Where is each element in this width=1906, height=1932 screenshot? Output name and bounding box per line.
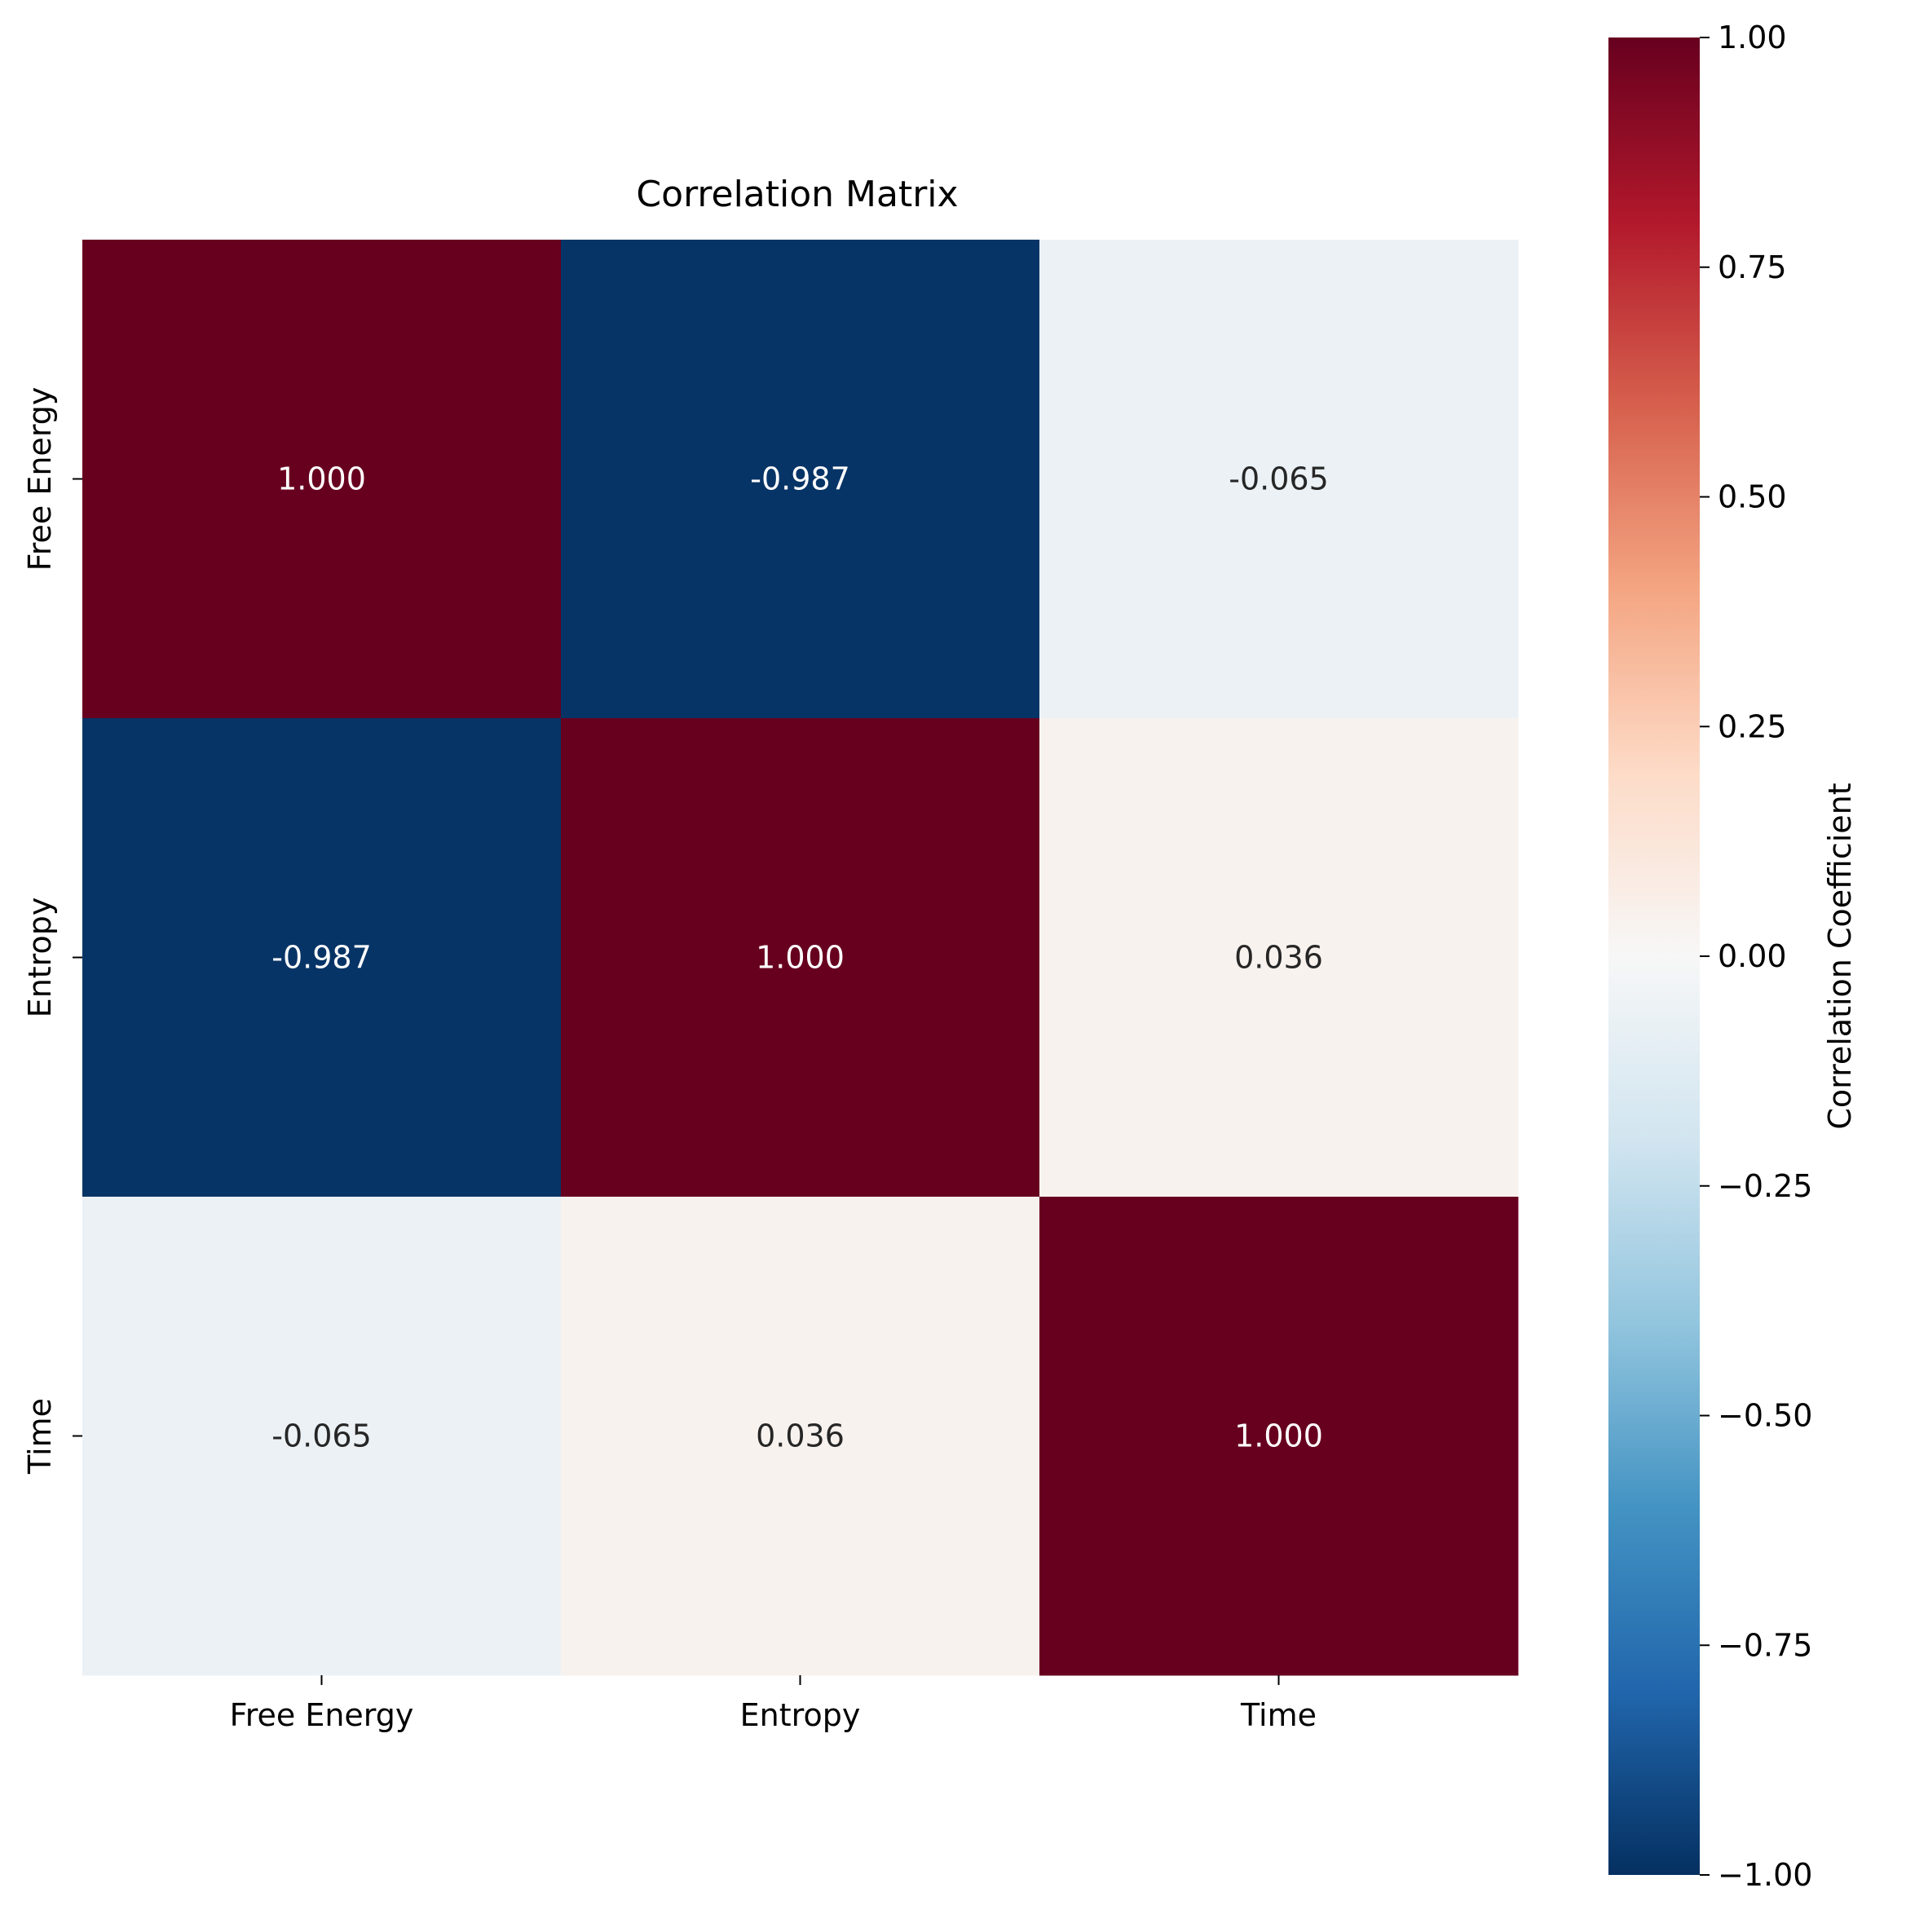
cell-label: 1.000 <box>1234 1418 1323 1454</box>
heatmap-cell <box>1039 240 1519 719</box>
x-tick-label: Time <box>1240 1697 1317 1733</box>
y-tick-label: Time <box>22 1398 58 1475</box>
cell-label: -0.987 <box>750 461 850 497</box>
heatmap-cell <box>561 1197 1040 1676</box>
heatmap-cell <box>82 240 562 719</box>
colorbar-gradient <box>1608 37 1700 1875</box>
cell-label: -0.987 <box>271 940 372 976</box>
cell-label: -0.065 <box>271 1418 372 1454</box>
heatmap-cell <box>82 718 562 1198</box>
y-tick-label: Entropy <box>22 898 58 1018</box>
colorbar-tick-label: 0.50 <box>1718 479 1787 515</box>
colorbar: 1.00 0.75 0.50 0.25 0.00 −0.25 −0.50 −0.75 −1.00… <box>1608 20 1858 1893</box>
heatmap-cell <box>1039 718 1519 1198</box>
colorbar-tick-label: −0.75 <box>1718 1627 1812 1663</box>
y-axis: Free Energy Entropy Time <box>22 387 82 1475</box>
colorbar-ticks: 1.00 0.75 0.50 0.25 0.00 −0.25 −0.50 −0.75 −1.00 <box>1700 20 1812 1893</box>
colorbar-label: Correlation Coefficient <box>1822 783 1858 1129</box>
colorbar-tick-label: −0.25 <box>1718 1168 1812 1204</box>
colorbar-tick-label: 0.00 <box>1718 938 1787 974</box>
heatmap-cell <box>82 1197 562 1676</box>
colorbar-tick-label: 0.25 <box>1718 708 1787 744</box>
x-tick-label: Entropy <box>740 1697 861 1733</box>
cell-label: 1.000 <box>277 461 366 497</box>
cell-label: 0.036 <box>1234 940 1323 976</box>
colorbar-tick-label: −1.00 <box>1718 1857 1812 1893</box>
cell-label: 1.000 <box>756 940 845 976</box>
heatmap-cell <box>561 718 1040 1198</box>
heatmap-cells <box>82 240 1519 1676</box>
chart-title: Correlation Matrix <box>636 174 958 215</box>
heatmap-cell <box>1039 1197 1519 1676</box>
x-axis: Free Energy Entropy Time <box>230 1675 1317 1733</box>
cell-label: 0.036 <box>756 1418 845 1454</box>
x-tick-label: Free Energy <box>230 1697 414 1733</box>
y-tick-label: Free Energy <box>22 387 58 571</box>
heatmap-cell <box>561 240 1040 719</box>
colorbar-tick-label: 0.75 <box>1718 249 1787 285</box>
heatmap-annotations: 1.000 -0.987 -0.065 -0.987 1.000 0.036 -0.065 0… <box>271 461 1329 1454</box>
colorbar-tick-label: 1.00 <box>1718 20 1787 55</box>
colorbar-tick-label: −0.50 <box>1718 1398 1812 1434</box>
cell-label: -0.065 <box>1229 461 1329 497</box>
